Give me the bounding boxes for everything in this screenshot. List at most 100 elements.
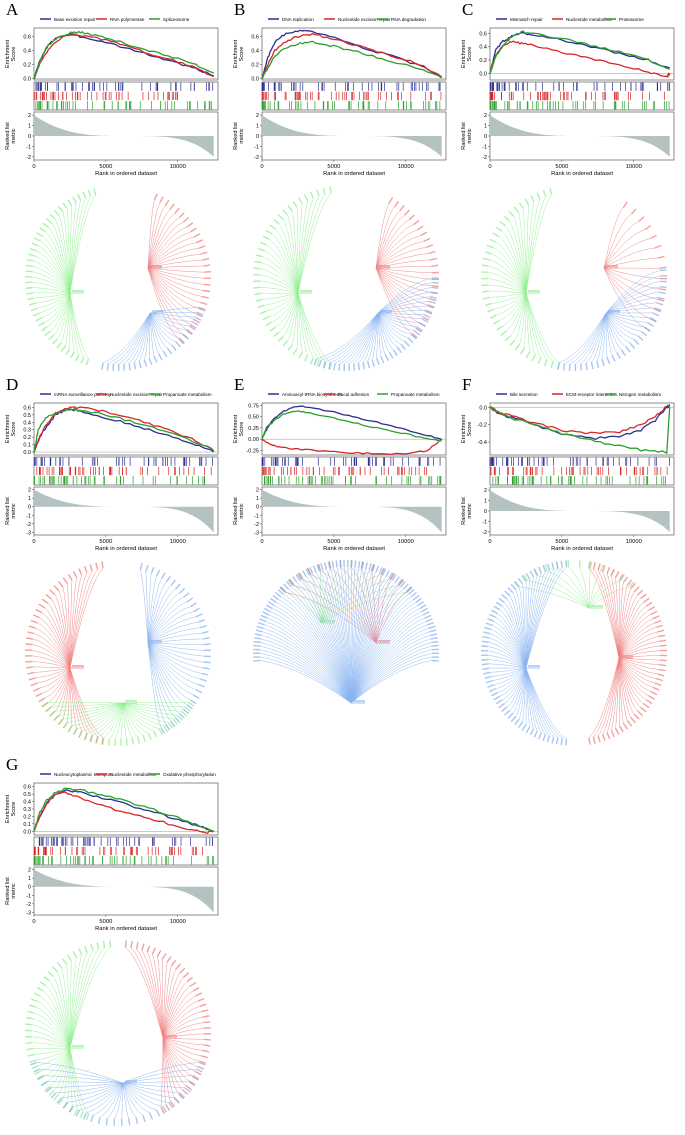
branch-edge [149,312,190,327]
leaf-label [380,356,385,364]
branch-edge [350,642,432,704]
branch-edge [525,575,538,669]
rank-tick-label: 2 [484,488,487,494]
branch-edge [618,657,658,675]
leaf-label [507,713,514,719]
branch-edge [487,278,527,294]
branch-edge [69,950,94,1049]
legend-entry: Nucleotide metabolism [96,772,157,777]
rank-tick-label: -3 [254,530,259,536]
branch-edge [149,307,199,314]
leaf-label [482,667,490,670]
leaf-label [405,586,412,593]
branch-edge [122,702,189,704]
leaf-label [580,363,582,371]
branch-edge [297,292,314,358]
es-tick-label: 0.50 [248,415,259,421]
x-tick-label: 10000 [170,164,186,170]
es-axis-label: Score [467,422,473,437]
branch-edge [36,1047,71,1061]
leaf-label [36,986,44,992]
branch-edge [611,657,620,731]
legend-label: Nitrogen metabolism [619,392,661,397]
leaf-label [546,563,551,571]
branch-edge [291,210,299,294]
leaf-label [501,594,508,600]
legend-entry: mRNA surveillance pathway [40,392,112,397]
leaf-label [388,351,394,359]
branch-node-label [152,310,164,312]
leaf-label [659,269,667,272]
leaf-label [493,605,501,611]
leaf-label [423,313,431,319]
leaf-label [165,724,171,731]
branch-edge [525,667,550,736]
leaf-label [509,339,516,346]
branch-edge [371,312,379,360]
branch-edge [41,667,71,694]
leaf-label [643,703,650,709]
branch-edge [320,568,331,624]
branch-edge [162,990,194,1039]
branch-edge [58,667,71,716]
rank-tick-label: 1 [28,124,31,130]
branch-edge [351,567,377,644]
leaf-label [202,1015,210,1018]
leaf-label [182,216,190,223]
branch-edge [34,633,71,669]
branch-edge [147,638,203,644]
leaf-label [158,353,163,361]
branch-edge [377,312,405,342]
branch-edge [262,292,299,300]
leaf-label [186,976,194,983]
branch-edge [32,281,71,294]
branch-edge [350,624,428,704]
leaf-label [396,346,402,354]
branch-edge [375,267,431,293]
tree-branch [279,560,413,624]
leaf-label [542,565,547,573]
branch-edge [603,238,651,269]
leaf-label [524,198,530,206]
branch-node-label [528,290,540,292]
leaf-label [350,560,353,568]
branch-edge [37,1062,124,1084]
branch-edge [491,253,527,294]
leaf-label [659,286,667,289]
hits-frame [33,456,219,486]
leaf-label [637,710,644,717]
leaf-label [295,574,301,581]
es-tick-label: 0.6 [23,405,31,411]
leaf-label [622,576,629,584]
branch-edge [122,702,186,708]
es-curve [489,405,667,435]
leaf-label [149,1112,154,1120]
branch-edge [276,602,352,704]
leaf-label [481,640,489,643]
leaf-label [286,580,292,588]
branch-edge [69,952,88,1049]
rank-axis-label: Ranked list [461,122,467,150]
branch-edge [618,657,660,665]
leaf-label [288,579,294,586]
leaf-label [61,958,68,965]
rank-axis-label: metric [467,503,473,518]
leaf-label [62,202,68,210]
branch-edge [147,585,172,644]
branch-edge [377,312,415,331]
leaf-label [557,362,560,370]
leaf-label [601,359,605,367]
leaf-label [657,298,665,302]
leaf-label [542,189,547,198]
leaf-label [654,244,662,249]
branch-edge [564,312,607,364]
branch-edge [296,207,299,294]
branch-edge [149,312,168,349]
x-tick-label: 5000 [555,164,568,170]
leaf-label [38,697,46,703]
leaf-label [394,576,400,583]
leaf-label [85,358,90,366]
leaf-label [78,568,83,576]
branch-edge [147,951,164,1039]
leaf-label [188,1081,196,1087]
